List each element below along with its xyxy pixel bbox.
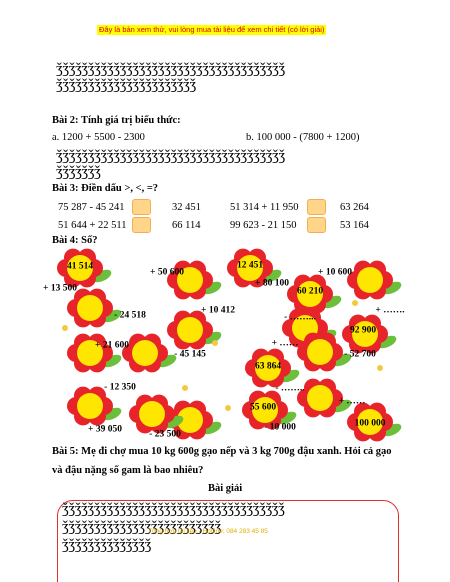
flower-label: 100 000 xyxy=(354,418,386,429)
dots: ǯǯǯǯǯǯǯǯǯǯǯǯǯǯǯǯǯǯǯǯǯǯǯǯǯǯǯǯǯǯǯǯǯǯǯǯ xyxy=(56,61,285,77)
footer: Tổng hợp tài liệu - Hotline: 084 283 45 … xyxy=(148,528,268,535)
flower-part xyxy=(307,385,333,411)
expression: 99 623 - 21 150 xyxy=(230,220,297,231)
flower-part xyxy=(77,340,103,366)
flower-label: + 10 412 xyxy=(201,305,235,316)
text: và đậu nặng số gam là bao nhiêu? xyxy=(52,465,204,476)
flower-label: + 10 600 xyxy=(318,267,352,278)
flower-label: + 21 600 xyxy=(95,340,129,351)
flower-part xyxy=(237,255,263,281)
flower-part xyxy=(177,317,203,343)
flower-label: 63 864 xyxy=(254,361,282,372)
flower-label: 12 451 xyxy=(236,260,264,271)
answer-box xyxy=(307,199,326,215)
flower-part xyxy=(177,407,203,433)
answer-box xyxy=(132,199,151,215)
flower-label: - 12 350 xyxy=(104,382,136,393)
flower-part xyxy=(297,281,323,307)
flower-label: + …… xyxy=(271,338,299,349)
flower-label: 92 900 xyxy=(349,325,377,336)
flower-label: - 23 500 xyxy=(149,429,181,440)
answer-frame xyxy=(57,500,399,582)
expression: 66 114 xyxy=(172,220,201,231)
text: b. 100 000 - (7800 + 1200) xyxy=(246,132,360,143)
dots: ǯǯǯǯǯǯǯǯǯǯǯǯǯǯǯǯǯǯǯǯǯǯǯǯǯ xyxy=(62,519,221,535)
flower-diagram xyxy=(57,248,402,442)
flower-label: + 50 600 xyxy=(150,267,184,278)
flower-part xyxy=(182,385,188,391)
flower-label: 41 514 xyxy=(66,261,94,272)
flower-label: - 52 700 xyxy=(344,349,376,360)
dots: ǯǯǯǯǯǯǯǯǯǯǯǯǯǯǯǯǯǯǯǯǯǯǯǯǯǯǯǯǯǯǯǯǯǯǯ xyxy=(62,501,285,517)
flower-part xyxy=(357,267,383,293)
flower-part xyxy=(307,339,333,365)
answer-box xyxy=(132,217,151,233)
flower-part xyxy=(212,340,218,346)
dots: ǯǯǯǯǯǯǯǯǯǯǯǯǯǯǯǯǯǯǯǯǯǯ xyxy=(56,77,196,93)
expression: 51 644 + 22 511 xyxy=(58,220,127,231)
flower-part xyxy=(352,300,358,306)
dots: ǯǯǯǯǯǯǯ xyxy=(56,164,101,180)
flower-part xyxy=(139,401,165,427)
flower-label: - …….. xyxy=(275,383,305,394)
flower-part xyxy=(77,393,103,419)
flower-part xyxy=(132,340,158,366)
flower-part xyxy=(62,325,68,331)
flower-part xyxy=(225,405,231,411)
heading: Bài 4: Số? xyxy=(52,235,98,246)
expression: 51 314 + 11 950 xyxy=(230,202,299,213)
heading: Bài giải xyxy=(208,483,243,494)
flower-label: - 45 145 xyxy=(174,349,206,360)
text: Bài 5: Mẹ đi chợ mua 10 kg 600g gạo nếp … xyxy=(52,446,392,457)
flower-part xyxy=(177,267,203,293)
heading: Bài 2: Tính giá trị biểu thức: xyxy=(52,115,181,126)
heading: Bài 3: Điền dấu >, <, =? xyxy=(52,183,159,194)
dots: ǯǯǯǯǯǯǯǯǯǯǯǯǯǯǯǯǯǯǯǯǯǯǯǯǯǯǯǯǯǯǯǯǯǯǯǯ xyxy=(56,148,285,164)
dots: ǯǯǯǯǯǯǯǯǯǯǯǯǯǯ xyxy=(62,537,152,553)
flower-part xyxy=(77,295,103,321)
flower-part xyxy=(67,255,93,281)
expression: 75 287 - 45 241 xyxy=(58,202,125,213)
expression: 32 451 xyxy=(172,202,201,213)
flower-part xyxy=(252,397,278,423)
flower-label: + 80 100 xyxy=(255,278,289,289)
flower-part xyxy=(255,355,281,381)
text: a. 1200 + 5500 - 2300 xyxy=(52,132,145,143)
flower-label: 60 210 xyxy=(296,286,324,297)
flower-label: - ……... xyxy=(284,312,316,323)
flower-label: - 24 518 xyxy=(114,310,146,321)
flower-part xyxy=(352,321,378,347)
banner: Đây là bản xem thử, vui lòng mua tài liệ… xyxy=(97,25,327,35)
flower-part xyxy=(377,365,383,371)
flower-label: + ……. xyxy=(375,305,405,316)
expression: 53 164 xyxy=(340,220,369,231)
flower-label: - 10 000 xyxy=(264,422,296,433)
flower-label: + …… xyxy=(338,396,366,407)
flower-label: 55 600 xyxy=(249,402,277,413)
flower-label: + 13 500 xyxy=(43,283,77,294)
expression: 63 264 xyxy=(340,202,369,213)
flower-label: + 39 050 xyxy=(88,424,122,435)
flower-part xyxy=(357,409,383,435)
answer-box xyxy=(307,217,326,233)
